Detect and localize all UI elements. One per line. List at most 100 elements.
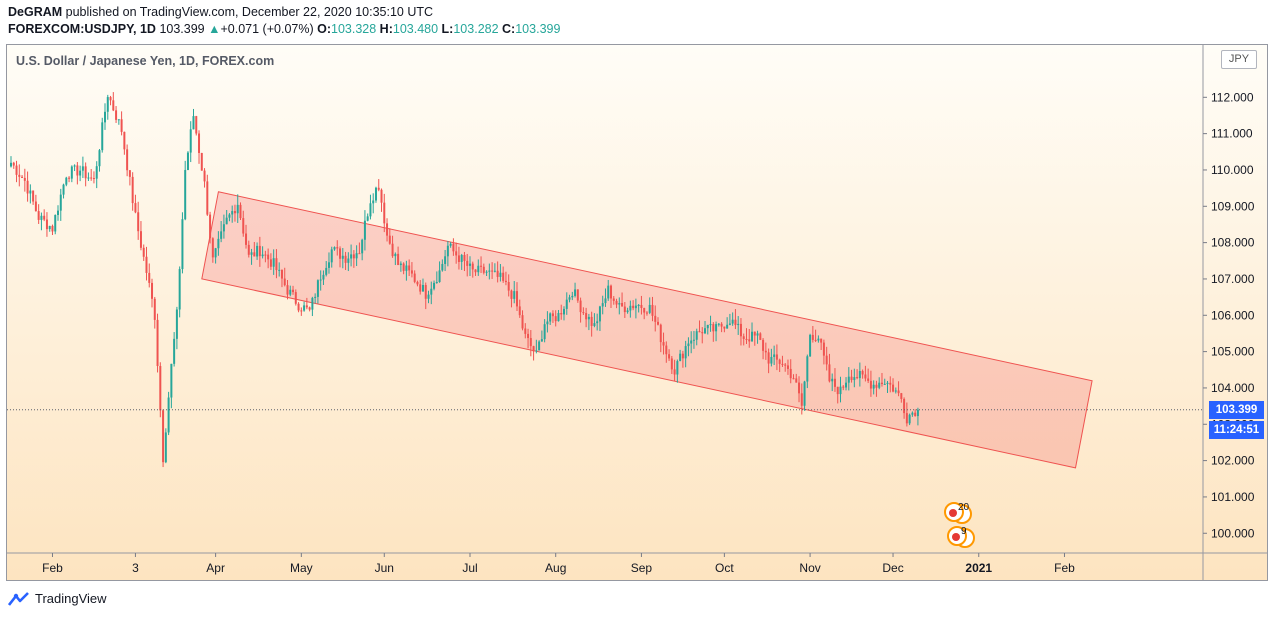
- candle-body: [225, 217, 228, 225]
- candle-body: [468, 263, 471, 266]
- candle-body: [347, 258, 350, 263]
- candle-body: [233, 211, 236, 214]
- candle-body: [126, 149, 129, 171]
- candle-body: [864, 374, 867, 379]
- candle-body: [571, 295, 574, 298]
- candle-body: [471, 263, 474, 270]
- candle-body: [515, 291, 518, 307]
- candle-body: [380, 189, 383, 203]
- candle-body: [410, 270, 413, 274]
- candle: [468, 256, 471, 277]
- candle-body: [372, 200, 375, 204]
- candle-body: [178, 269, 181, 310]
- candle-body: [850, 376, 853, 381]
- candle-body: [148, 272, 151, 283]
- candle: [410, 262, 413, 278]
- candle: [305, 297, 308, 310]
- candle: [466, 253, 469, 277]
- candle: [521, 310, 524, 331]
- candle: [92, 171, 95, 184]
- currency-button[interactable]: JPY: [1221, 50, 1257, 69]
- price-chart[interactable]: 100.000101.000102.000103.000104.000105.0…: [7, 45, 1268, 581]
- candle-body: [673, 369, 676, 375]
- candle: [377, 179, 380, 192]
- candle-body: [70, 166, 73, 179]
- candle: [903, 397, 906, 419]
- candle: [546, 311, 549, 333]
- candle: [51, 224, 54, 236]
- candle-body: [405, 265, 408, 271]
- candle: [842, 385, 845, 391]
- candle: [540, 330, 543, 342]
- candle-body: [601, 303, 604, 307]
- candle-body: [186, 152, 189, 171]
- candle-body: [374, 187, 377, 201]
- candle: [435, 271, 438, 284]
- candle: [352, 250, 355, 268]
- candle: [84, 162, 87, 187]
- candle-body: [261, 254, 264, 257]
- candle: [236, 194, 239, 223]
- candle-body: [681, 353, 684, 359]
- candle: [228, 213, 231, 222]
- candle-body: [435, 282, 438, 284]
- candle: [388, 228, 391, 245]
- candle: [314, 293, 317, 304]
- candle: [532, 345, 535, 361]
- candle-body: [269, 259, 272, 267]
- x-tick-label: Feb: [42, 561, 63, 575]
- candle: [98, 149, 101, 172]
- y-tick-label: 109.000: [1211, 199, 1255, 213]
- candle-body: [256, 245, 259, 257]
- candle: [54, 214, 57, 235]
- candle: [419, 280, 422, 295]
- candle: [358, 242, 361, 255]
- candle: [728, 313, 731, 326]
- event-marker-1[interactable]: 20: [944, 502, 972, 524]
- chart-frame[interactable]: 100.000101.000102.000103.000104.000105.0…: [6, 44, 1268, 581]
- candle: [164, 428, 167, 464]
- candle: [839, 376, 842, 403]
- candle-body: [914, 412, 917, 417]
- candle: [527, 328, 530, 349]
- candle-body: [593, 323, 596, 326]
- candle: [333, 246, 336, 251]
- candle: [681, 350, 684, 368]
- event-marker-2[interactable]: 9: [947, 526, 975, 548]
- candle-body: [745, 338, 748, 340]
- author-name[interactable]: DeGRAM: [8, 5, 63, 19]
- candle: [142, 244, 145, 261]
- candle-body: [598, 306, 601, 322]
- candle: [427, 290, 430, 304]
- candle: [76, 162, 79, 185]
- candle-body: [731, 319, 734, 324]
- candle-body: [883, 383, 886, 385]
- candle: [833, 368, 836, 392]
- tradingview-logo[interactable]: TradingView: [8, 591, 107, 606]
- interval-label: , 1D: [133, 22, 156, 36]
- candle-body: [911, 412, 914, 415]
- candle-body: [95, 166, 98, 179]
- candle-body: [698, 331, 701, 333]
- candle-body: [477, 265, 480, 273]
- candle-body: [717, 323, 720, 325]
- candle: [198, 130, 201, 164]
- symbol-name[interactable]: FOREXCOM:USDJPY: [8, 22, 134, 36]
- candle: [120, 111, 123, 136]
- candle-body: [286, 285, 289, 295]
- candle: [32, 190, 35, 205]
- candle-body: [236, 204, 239, 214]
- candle-body: [222, 224, 225, 232]
- candle: [258, 236, 261, 267]
- candle: [507, 274, 510, 297]
- candle: [45, 212, 48, 237]
- candle: [784, 363, 787, 372]
- candle: [792, 374, 795, 380]
- descending-channel[interactable]: [201, 191, 1093, 469]
- candle-body: [806, 356, 809, 382]
- candle: [626, 307, 629, 314]
- candle: [504, 271, 507, 286]
- candle: [173, 332, 176, 367]
- candle: [778, 358, 781, 372]
- candle: [610, 284, 613, 309]
